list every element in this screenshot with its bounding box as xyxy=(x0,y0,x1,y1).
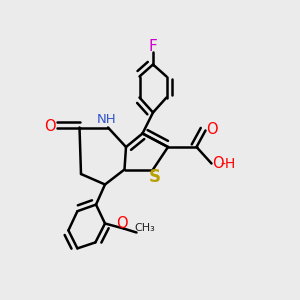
Text: S: S xyxy=(148,168,160,186)
Text: O: O xyxy=(45,119,56,134)
Text: O: O xyxy=(117,216,128,231)
Text: CH₃: CH₃ xyxy=(134,223,155,233)
Text: O: O xyxy=(206,122,218,136)
Text: O: O xyxy=(212,156,224,171)
Text: NH: NH xyxy=(97,112,116,126)
Text: F: F xyxy=(148,39,158,54)
Text: -H: -H xyxy=(220,158,236,171)
